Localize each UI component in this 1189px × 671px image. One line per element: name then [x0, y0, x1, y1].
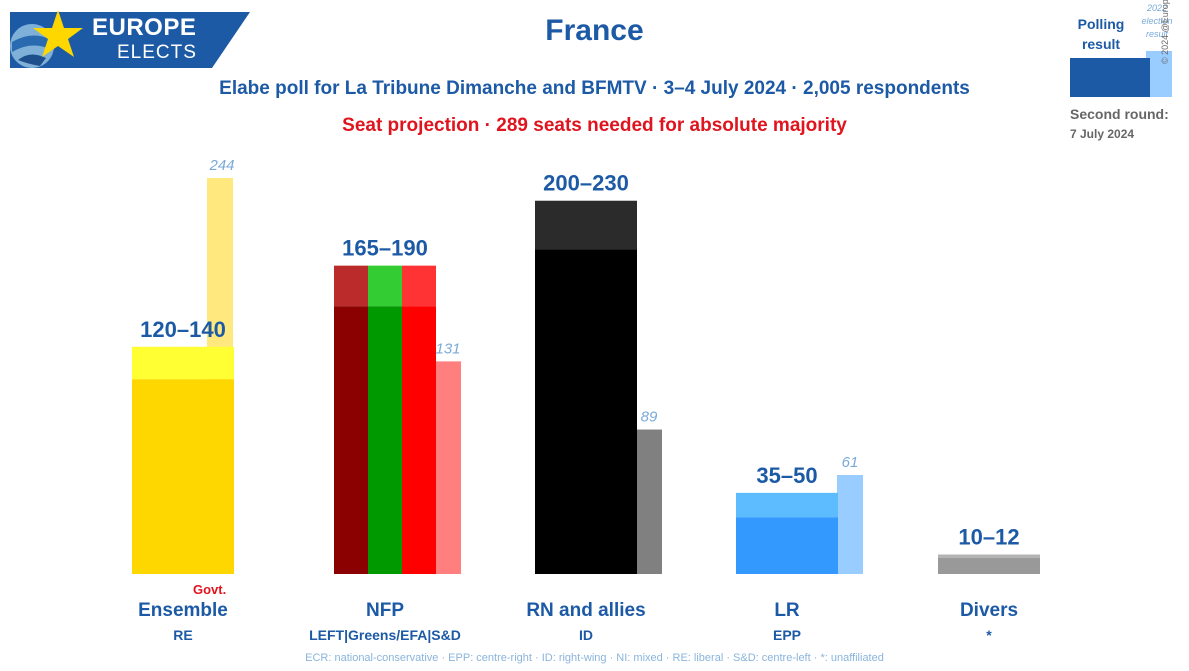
label-poll-divers: 10–12 [958, 525, 1019, 550]
bar-2022-rn-and-allies [636, 429, 662, 574]
bar-range-lr [736, 492, 838, 518]
legend-swatches [1070, 51, 1172, 97]
bar-low-nfp-0 [334, 306, 368, 574]
label-2022-rn-and-allies: 89 [641, 409, 658, 426]
party-group-ensemble: RE [173, 627, 193, 643]
party-group-divers: * [986, 627, 992, 643]
legend-round-date: 7 July 2024 [1070, 127, 1135, 141]
star-icon [33, 10, 83, 57]
chart-title: France [545, 14, 644, 47]
party-name-divers: Divers [959, 600, 1019, 621]
label-2022-ensemble: 244 [208, 157, 234, 174]
legend-round-label: Second round: [1070, 106, 1169, 122]
label-poll-rn-and-allies: 200–230 [543, 171, 629, 196]
bar-range-divers [938, 554, 1040, 558]
bar-low-nfp-1 [368, 306, 402, 574]
bar-low-rn-and-allies [535, 249, 637, 574]
label-2022-lr: 61 [842, 454, 859, 471]
bar-2022-lr [837, 475, 863, 574]
brand-logo [10, 10, 250, 68]
brand-text-top: EUROPE [92, 14, 197, 41]
bar-range-ensemble [132, 346, 234, 380]
bar-range-nfp-2 [402, 265, 436, 307]
chart-subtitle-projection: Seat projection · 289 seats needed for a… [342, 115, 847, 136]
bar-low-ensemble [132, 379, 234, 574]
label-poll-nfp: 165–190 [342, 236, 428, 261]
seat-chart: 244 120–140 131 165–190 89 200–230 61 35–50 10–1… [132, 157, 1040, 574]
legend-polling-label: Polling result [1077, 16, 1125, 52]
bar-range-nfp-0 [334, 265, 368, 307]
bar-2022-nfp [435, 361, 461, 574]
label-poll-lr: 35–50 [756, 463, 817, 488]
party-name-rn: RN and allies [526, 600, 646, 621]
label-poll-ensemble: 120–140 [140, 317, 226, 342]
party-group-nfp: LEFT|Greens/EFA|S&D [309, 627, 461, 643]
legend-polling-swatch [1070, 58, 1150, 97]
party-name-lr: LR [774, 600, 800, 621]
bar-range-nfp-1 [368, 265, 402, 307]
bar-low-lr [736, 517, 838, 574]
party-group-rn: ID [579, 627, 593, 643]
party-name-ensemble: Ensemble [138, 600, 228, 621]
bar-range-rn-and-allies [535, 200, 637, 250]
brand-text-bottom: ELECTS [117, 42, 197, 63]
party-group-lr: EPP [772, 627, 801, 643]
bar-low-nfp-2 [402, 306, 436, 574]
legend-election-label: 2022 election result [1141, 3, 1173, 39]
govt-label: Govt. [193, 582, 227, 597]
party-name-nfp: NFP [366, 600, 404, 621]
chart-subtitle: Elabe poll for La Tribune Dimanche and B… [219, 78, 970, 99]
bar-low-divers [938, 557, 1040, 574]
legend-election-swatch [1146, 51, 1172, 97]
label-2022-nfp: 131 [435, 340, 460, 357]
footer-legend: ECR: national-conservative · EPP: centre… [305, 652, 884, 664]
